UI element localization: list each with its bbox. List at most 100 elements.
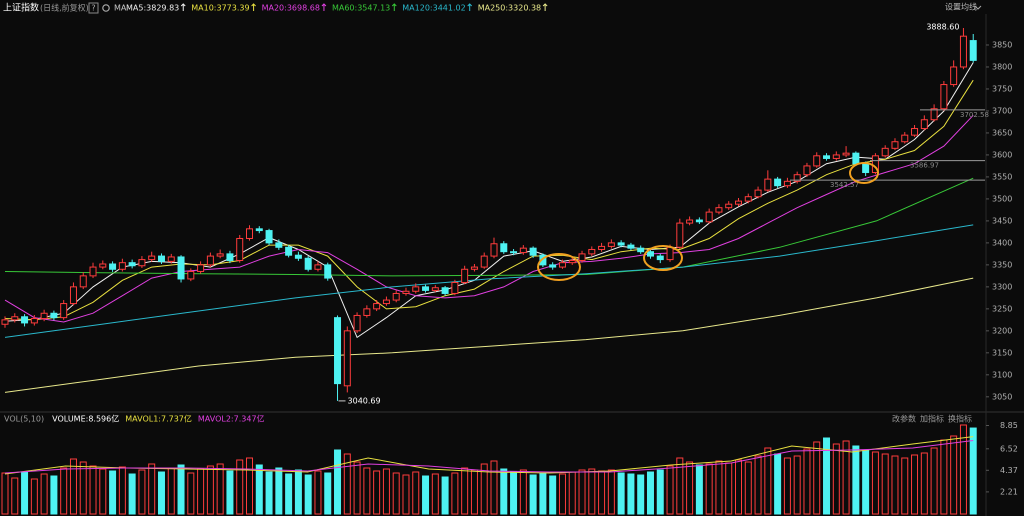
candle-body	[627, 244, 635, 249]
volume-bar	[422, 475, 430, 515]
candle-body	[568, 259, 576, 264]
volume-legend: VOLUME:8.596亿	[52, 414, 119, 424]
candle-body	[128, 262, 136, 267]
candle-body	[50, 312, 58, 319]
candle-body	[89, 266, 97, 277]
candle-body	[314, 264, 322, 270]
candle-body	[666, 246, 674, 261]
volume-bar	[568, 471, 576, 515]
volume-bar	[852, 445, 860, 515]
candle-body	[40, 312, 48, 320]
volume-bar	[128, 473, 136, 515]
candle-body	[177, 256, 185, 280]
volume-bar	[940, 439, 948, 515]
candle-body	[705, 211, 713, 223]
volume-bar	[187, 472, 195, 515]
y-tick-label: 3400	[992, 238, 1012, 247]
volume-bar	[842, 440, 850, 515]
candle-body	[901, 134, 909, 143]
indicator-button[interactable]: 加指标	[920, 414, 944, 424]
volume-bar	[676, 457, 684, 515]
mavol-legend: MAVOL1:7.737亿	[125, 414, 192, 424]
candle-body	[461, 268, 469, 283]
candle-body	[950, 66, 958, 86]
volume-bar	[382, 468, 390, 515]
volume-bar	[744, 461, 752, 515]
ma-label: MA	[114, 4, 127, 13]
volume-bar	[930, 447, 938, 515]
settings-button[interactable]: 设置均线	[945, 2, 977, 12]
candle-body	[294, 254, 302, 259]
help-box[interactable]	[88, 2, 99, 14]
highlight-circle	[643, 245, 683, 271]
volume-bar	[793, 455, 801, 515]
volume-bar	[157, 471, 165, 515]
candle-body	[510, 251, 518, 254]
candle-body	[21, 316, 29, 324]
candle-body	[402, 290, 410, 294]
candle-body	[588, 248, 596, 255]
volume-bar	[461, 467, 469, 515]
candle-body	[236, 237, 244, 261]
candle-body	[373, 303, 381, 310]
candle-body	[813, 155, 821, 167]
volume-bar	[373, 470, 381, 515]
volume-bar	[598, 470, 606, 515]
y-tick-label: 3750	[992, 84, 1012, 93]
candle-body	[79, 275, 87, 288]
volume-bar	[216, 463, 224, 515]
volume-bar	[705, 463, 713, 515]
indicator-button[interactable]: 改参数	[892, 414, 916, 424]
index-title: 上证指数	[3, 2, 39, 14]
volume-bar	[871, 451, 879, 515]
volume-bar	[138, 469, 146, 515]
y-tick-label: 3550	[992, 172, 1012, 181]
candle-body	[157, 255, 165, 262]
volume-bar	[246, 457, 253, 515]
candle-body	[558, 262, 566, 268]
volume-bar	[11, 477, 19, 515]
ma-legend: MA250:3320.38	[478, 4, 541, 13]
gear-icon[interactable]	[102, 4, 110, 12]
y-tick-label: 3350	[992, 260, 1012, 269]
y-tick-label: 3600	[992, 150, 1012, 159]
volume-bar	[832, 443, 840, 515]
candle-body	[382, 299, 390, 305]
y-tick-label: 4.37	[1000, 466, 1018, 475]
moving-average-line	[4, 62, 974, 339]
help[interactable]: ?	[91, 4, 95, 13]
up-arrow	[251, 3, 256, 11]
candle-body	[744, 196, 752, 202]
up-arrow	[467, 3, 473, 11]
candle-body	[930, 108, 938, 121]
candle-body	[646, 251, 654, 257]
candle-body	[118, 262, 126, 270]
candle-body	[363, 308, 371, 316]
candle-body	[617, 242, 625, 246]
candle-body	[490, 243, 498, 257]
volume-bar	[255, 464, 263, 515]
candle-body	[607, 242, 615, 247]
indicator-button[interactable]: 换指标	[948, 414, 972, 424]
volume-bar	[363, 467, 371, 515]
candle-body	[500, 243, 508, 253]
volume-bar	[911, 454, 919, 515]
low-annotation: 3040.69	[348, 396, 381, 405]
volume-bar	[588, 468, 596, 515]
candle-body	[197, 264, 205, 272]
candle-body	[167, 256, 175, 262]
y-tick-label: 3700	[992, 106, 1012, 115]
candle-body	[920, 119, 928, 130]
candle-body	[774, 178, 782, 187]
volume-bar	[412, 471, 420, 515]
mavol-legend: MAVOL2:7.347亿	[198, 414, 265, 424]
candle-body	[30, 318, 38, 324]
candle-body	[598, 245, 606, 250]
dropdown-arrow[interactable]	[974, 5, 982, 10]
volume-bar	[109, 470, 117, 515]
candle-body	[304, 257, 312, 270]
candle-body	[969, 40, 977, 61]
volume-bar	[959, 424, 967, 515]
candle-body	[891, 141, 899, 149]
y-tick-label: 8.85	[1000, 421, 1018, 430]
